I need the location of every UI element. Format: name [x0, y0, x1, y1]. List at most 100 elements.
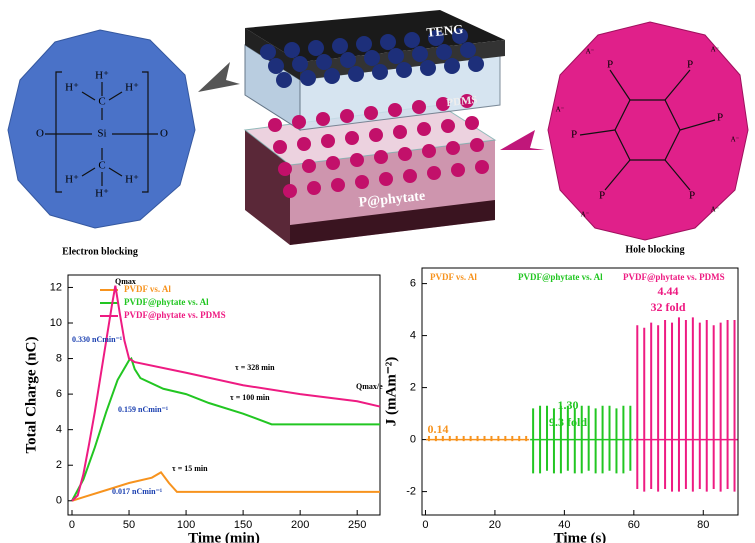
particle: [396, 62, 412, 78]
center-label: P@phytate: [358, 189, 426, 211]
left-label: Electron blocking: [62, 246, 138, 257]
atom: A⁻: [731, 136, 740, 144]
particle: [441, 119, 455, 133]
annotation: 1.30: [558, 398, 579, 412]
particle: [436, 97, 450, 111]
x-tick-label: 150: [234, 519, 252, 531]
left-structure: [45, 71, 158, 193]
particle: [324, 68, 340, 84]
particle: [460, 42, 476, 58]
particle: [268, 58, 284, 74]
particle: [388, 48, 404, 64]
series-line: [71, 471, 380, 502]
annotation: 4.44: [658, 284, 679, 298]
legend-label: PVDF vs. Al: [124, 284, 171, 294]
particle: [369, 128, 383, 142]
atom: H⁺: [65, 174, 79, 186]
atom: H⁺: [65, 82, 79, 94]
particle: [350, 153, 364, 167]
y-tick-label: -2: [406, 486, 416, 498]
atom: H⁺: [95, 188, 109, 200]
particle: [260, 44, 276, 60]
atom: C: [98, 160, 105, 172]
atom: P: [687, 59, 693, 71]
particle: [292, 56, 308, 72]
legend-label: PVDF@phytate vs. PDMS: [623, 272, 725, 282]
atom: P: [717, 112, 723, 124]
teng-schematic: [243, 10, 505, 245]
pink-sphere: [547, 21, 749, 241]
center-label: TENG: [426, 21, 464, 40]
y-tick-label: 10: [50, 317, 62, 329]
y-axis-label: J (mAm⁻²): [383, 357, 399, 426]
particle: [380, 34, 396, 50]
particles: [260, 28, 489, 198]
center-label: PDMS: [446, 94, 478, 109]
y-tick-label: 0: [410, 434, 416, 446]
atom: P: [599, 190, 605, 202]
chart-right: 0 20 40 60 80 -2 0 2 4 6 Time (s) J (mAm⁻²) PVDF vs.…: [383, 267, 739, 543]
y-tick-label: 4: [56, 424, 62, 436]
particle: [398, 147, 412, 161]
particle: [307, 181, 321, 195]
particle: [345, 131, 359, 145]
particle: [356, 36, 372, 52]
y-tick-label: 12: [50, 281, 62, 293]
legend-label: PVDF@phytate vs. Al: [518, 272, 603, 282]
particle: [465, 116, 479, 130]
particle: [404, 32, 420, 48]
particle: [283, 184, 297, 198]
x-axis-label: Time (s): [554, 530, 607, 543]
atom: P: [689, 190, 695, 202]
particle: [332, 38, 348, 54]
atom: P: [607, 59, 613, 71]
annotation: 9.3 fold: [549, 415, 587, 429]
particle: [372, 64, 388, 80]
particle: [420, 60, 436, 76]
atom: P: [571, 129, 577, 141]
atom: C: [98, 96, 105, 108]
particle: [316, 112, 330, 126]
atom: A⁻: [711, 46, 720, 54]
legend-label: PVDF@phytate vs. Al: [124, 297, 209, 307]
x-tick-label: 100: [177, 519, 195, 531]
x-tick-label: 50: [123, 519, 135, 531]
particle: [468, 56, 484, 72]
particle: [427, 166, 441, 180]
chart-left: 0 50 100 150 200 250 0 2 4 6 8 10 12 Time (min) Total …: [23, 274, 383, 543]
x-tick-label: 60: [628, 519, 640, 531]
particle: [412, 100, 426, 114]
particle: [276, 72, 292, 88]
y-tick-label: 6: [56, 388, 62, 400]
y-tick-label: 4: [410, 330, 416, 342]
y-tick-label: 2: [410, 382, 416, 394]
atom: O: [160, 128, 168, 140]
particle: [355, 175, 369, 189]
x-tick-label: 250: [348, 519, 366, 531]
x-tick-label: 20: [489, 519, 501, 531]
atom: A⁻: [711, 206, 720, 214]
atom: A⁻: [581, 211, 590, 219]
plot-frame: [421, 267, 739, 516]
legend-label: PVDF@phytate vs. PDMS: [124, 310, 226, 320]
particle: [436, 44, 452, 60]
atom: A⁻: [556, 106, 565, 114]
particle: [340, 52, 356, 68]
x-axis-label: Time (min): [188, 530, 260, 543]
particle: [273, 140, 287, 154]
particle: [422, 144, 436, 158]
atom: H⁺: [125, 82, 139, 94]
atom: A⁻: [586, 48, 595, 56]
particle: [364, 106, 378, 120]
annotation: 0.330 nCmin⁻¹: [72, 335, 123, 344]
particle: [379, 172, 393, 186]
particle: [302, 159, 316, 173]
y-tick-label: 6: [410, 278, 416, 290]
particle: [451, 163, 465, 177]
particle: [428, 30, 444, 46]
annotation: 0.159 nCmin⁻¹: [118, 405, 169, 414]
particle: [278, 162, 292, 176]
y-tick-label: 8: [56, 352, 62, 364]
y-tick-label: 2: [56, 459, 62, 471]
